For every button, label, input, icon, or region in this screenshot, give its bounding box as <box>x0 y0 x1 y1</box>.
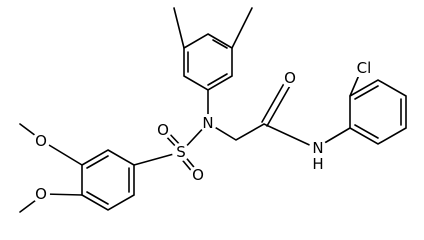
label-bg <box>353 59 375 77</box>
atom-label: Cl <box>357 59 372 77</box>
methoxy-bond <box>19 193 83 213</box>
label-bg <box>154 121 172 139</box>
double-bond <box>161 129 199 175</box>
atom-label: O <box>284 69 296 87</box>
label-bg <box>309 139 327 157</box>
atom-label: N <box>202 114 213 132</box>
ring <box>183 33 233 91</box>
atom-label: O <box>192 166 204 184</box>
label-bg <box>189 166 207 184</box>
label-bg <box>199 114 217 132</box>
labels: O O S O O N O N H Cl <box>32 59 375 203</box>
atom-label: H <box>312 155 323 173</box>
label-bg <box>32 132 50 150</box>
chain <box>207 122 317 149</box>
atom-label: S <box>176 143 186 161</box>
label-bg <box>172 143 190 161</box>
ring <box>81 149 135 211</box>
atom-label: O <box>35 132 47 150</box>
ring-double <box>354 85 402 139</box>
atom-label: O <box>35 185 47 203</box>
ring-double <box>187 39 228 86</box>
ring-double <box>86 155 130 205</box>
methyl-bond <box>173 7 253 49</box>
label-bg <box>281 69 299 87</box>
structure-diagram: O O S O O N O N H Cl <box>19 7 407 213</box>
atom-label: O <box>157 121 169 139</box>
label-bg <box>32 185 50 203</box>
ring <box>349 79 407 145</box>
atom-label: N <box>312 139 323 157</box>
double-bond <box>261 79 292 127</box>
bonds <box>19 7 407 213</box>
methoxy-bond <box>19 123 83 166</box>
